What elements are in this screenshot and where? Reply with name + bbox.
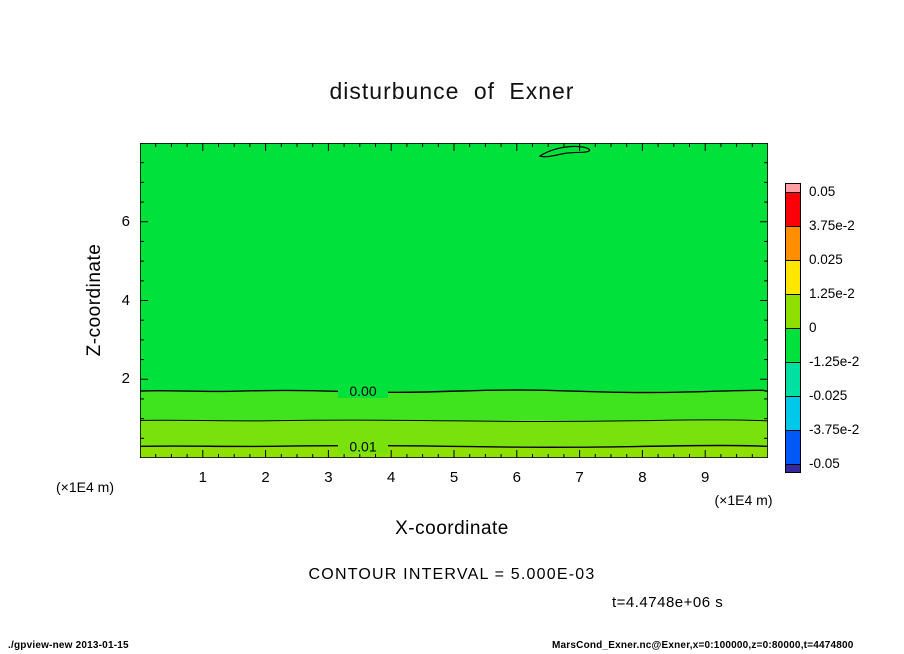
field-fill-band2 <box>140 420 768 447</box>
colorbar-segment <box>786 328 800 362</box>
small-closed-contour <box>538 145 591 158</box>
colorbar-tick-label: 0.05 <box>809 184 836 199</box>
colorbar-tick-label: -0.025 <box>809 388 848 403</box>
x-tick-label: 4 <box>387 469 396 486</box>
field-fill-main <box>140 143 768 391</box>
colorbar-segment <box>786 464 800 472</box>
colorbar-segment <box>786 294 800 328</box>
colorbar-tick-label: 3.75e-2 <box>809 218 855 233</box>
x-tick-label: 1 <box>198 469 207 486</box>
colorbar-segment <box>786 430 800 464</box>
footer-data-source: MarsCond_Exner.nc@Exner,x=0:100000,z=0:8… <box>552 640 854 651</box>
colorbar-tick-label: -1.25e-2 <box>809 354 860 369</box>
x-tick-label: 8 <box>638 469 647 486</box>
contour-label-0.00: 0.00 <box>349 383 376 399</box>
colorbar-tick-label: 0.025 <box>809 252 843 267</box>
y-tick-label: 6 <box>121 212 130 230</box>
contour-plot: 0.00 0.01 <box>140 143 768 458</box>
x-tick-label: 5 <box>449 469 459 486</box>
x-tick-label: 2 <box>261 469 270 486</box>
y-tick-label: 2 <box>121 370 130 387</box>
contour-line-0.005 <box>140 419 768 423</box>
colorbar-segment <box>786 260 800 294</box>
colorbar-segment <box>786 192 800 226</box>
x-tick-label: 7 <box>575 469 584 486</box>
x-tick-label: 6 <box>512 469 521 486</box>
y-axis-unit-label: (×1E4 m) <box>56 479 114 495</box>
colorbar-segment <box>786 396 800 430</box>
time-label: t=4.4748e+06 s <box>612 594 724 611</box>
colorbar-tick-label: 0 <box>809 320 817 335</box>
colorbar-segment <box>786 362 800 396</box>
contour-line-0.00 <box>140 389 768 394</box>
colorbar-tick-label: -0.05 <box>809 456 840 471</box>
y-tick-label: 4 <box>121 291 130 309</box>
colorbar-segment <box>786 226 800 260</box>
field-fill-band1 <box>140 391 768 421</box>
contour-label-bg-0.00 <box>338 384 388 398</box>
colorbar <box>785 183 801 473</box>
contour-label-0.01: 0.01 <box>349 439 376 455</box>
footer-tool-version: ./gpview-new 2013-01-15 <box>8 640 129 651</box>
x-axis-unit-label: (×1E4 m) <box>714 492 773 508</box>
x-tick-label: 3 <box>324 469 333 486</box>
colorbar-segment <box>786 184 800 192</box>
colorbar-tick-label: -3.75e-2 <box>809 422 860 437</box>
contour-label-bg-0.01 <box>338 439 388 454</box>
x-axis-label: X-coordinate <box>395 518 509 539</box>
colorbar-tick-label: 1.25e-2 <box>809 286 855 301</box>
plot-title: disturbunce of Exner <box>329 78 575 104</box>
axis-ticks <box>140 143 768 458</box>
contour-interval-caption: CONTOUR INTERVAL = 5.000E-03 <box>308 566 596 583</box>
contour-line-0.01 <box>140 444 768 448</box>
y-axis-label: Z-coordinate <box>84 243 105 357</box>
x-tick-label: 9 <box>701 469 710 486</box>
